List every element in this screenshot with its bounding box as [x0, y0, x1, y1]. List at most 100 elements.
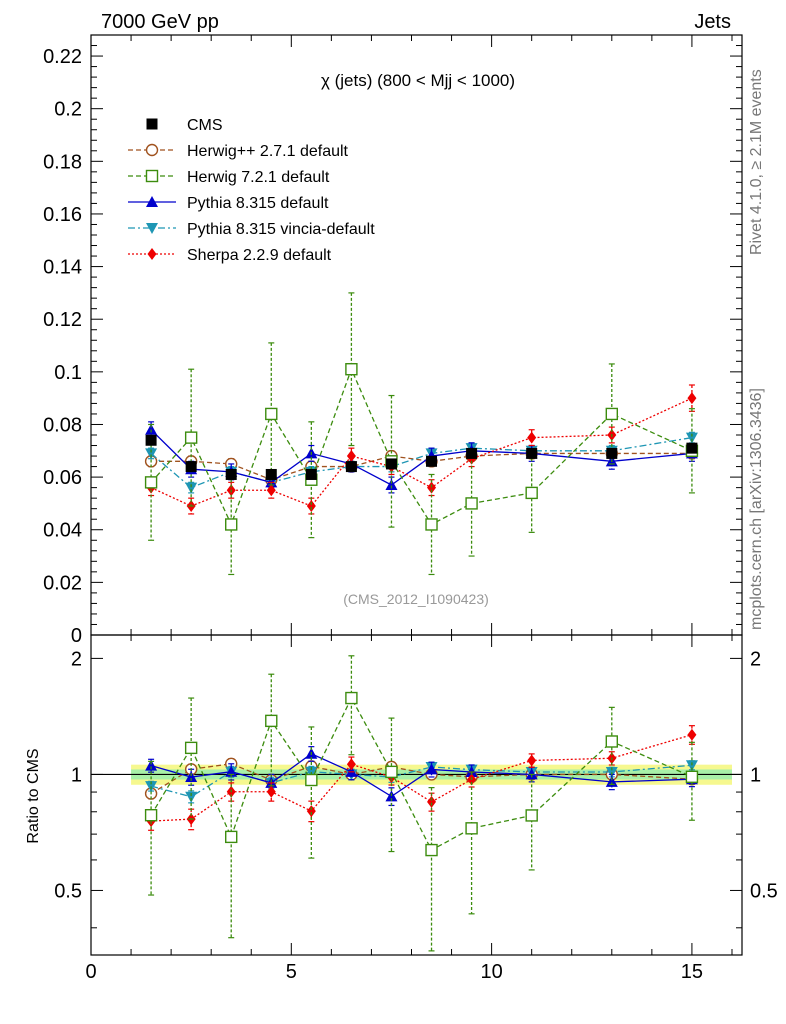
herwig7-ratio-point — [345, 691, 358, 705]
sherpa-point — [306, 500, 316, 513]
herwigpp-ratio-line — [150, 763, 692, 795]
vincia-point — [685, 432, 698, 444]
legend: CMS Herwig++ 2.7.1 default Herwig 7.2.1 de… — [128, 117, 375, 264]
ratio-ylabel: Ratio to CMS — [25, 748, 42, 843]
legend-label-sherpa: Sherpa 2.2.9 default — [187, 247, 332, 264]
vincia-point — [145, 448, 158, 460]
herwig7-ratio-point — [144, 808, 158, 822]
pythia-point — [385, 479, 398, 490]
herwig7-point — [225, 518, 238, 531]
y-tick-label: 0.04 — [43, 520, 82, 542]
herwig7-ratio-point — [425, 843, 438, 857]
x-tick-label: 10 — [480, 961, 502, 983]
sherpa-point — [266, 484, 276, 497]
y-tick-label: 0.08 — [43, 414, 82, 436]
legend-label-pythia: Pythia 8.315 default — [187, 195, 329, 212]
herwig7-ratio-point — [685, 770, 699, 783]
herwig7-ratio-point — [225, 830, 238, 844]
plot-title: χ (jets) (800 < Mjj < 1000) — [321, 71, 515, 90]
site-label: mcplots.cern.ch [arXiv:1306.3436] — [748, 388, 765, 630]
pythia-ratio-point — [145, 759, 158, 771]
cms-point — [606, 447, 618, 459]
herwig7-point — [184, 431, 198, 444]
ratio-frame — [90, 634, 743, 956]
header-right: Jets — [694, 11, 731, 33]
legend-marker-cms — [146, 118, 158, 130]
x-tick-label: 5 — [286, 961, 297, 983]
y-tick-label: 0.2 — [54, 99, 82, 121]
pythia-point — [145, 423, 158, 435]
pythia-ratio-point — [185, 771, 198, 783]
herwig7-line — [150, 367, 693, 527]
header-left: 7000 GeV pp — [101, 11, 219, 33]
cms-point — [466, 447, 478, 459]
y-tick-label: 0.1 — [54, 362, 82, 384]
ratio-series-group — [144, 655, 699, 952]
pythia-line — [150, 429, 692, 486]
ratio-y-tick-label: 0.5 — [54, 880, 82, 902]
herwig7-point — [345, 363, 358, 376]
vincia-ratio-line — [150, 764, 692, 798]
herwig7-ratio-point — [605, 735, 618, 748]
cms-point — [345, 461, 357, 473]
y-tick-label: 0.18 — [43, 151, 82, 173]
sherpa-ratio-line — [151, 734, 693, 822]
y-tick-label: 0.12 — [43, 309, 82, 331]
sherpa-ratio-point — [306, 805, 316, 818]
y-tick-label: 0.06 — [43, 467, 82, 489]
sherpa-point — [427, 481, 437, 494]
herwig7-point — [144, 476, 158, 489]
legend-label-herwig7: Herwig 7.2.1 default — [187, 169, 330, 186]
main-series-group — [144, 292, 699, 576]
legend-label-vincia: Pythia 8.315 vincia-default — [187, 221, 375, 238]
ratio-y-tick-label: 1 — [71, 764, 82, 786]
sherpa-point — [527, 431, 537, 444]
herwig7-point — [605, 407, 618, 421]
pythia-ratio-line — [150, 753, 692, 798]
vincia-line — [150, 436, 693, 489]
x-tick-label: 0 — [85, 961, 96, 983]
sherpa-ratio-point — [527, 754, 537, 767]
sherpa-point — [687, 392, 697, 405]
y-tick-label: 0 — [71, 625, 82, 647]
pythia-ratio-point — [425, 763, 438, 775]
cms-point — [686, 442, 698, 454]
herwig7-point — [265, 407, 278, 421]
cms-point — [526, 447, 538, 459]
cms-point — [145, 434, 157, 446]
cms-point — [265, 468, 277, 480]
herwig7-ratio-point — [305, 773, 318, 787]
herwig7-ratio-point — [465, 822, 478, 835]
legend-marker-herwigpp — [145, 143, 159, 157]
legend-label-cms: CMS — [187, 117, 223, 134]
y-tick-label: 0.16 — [43, 204, 82, 226]
herwig7-ratio-point — [525, 809, 538, 822]
y-tick-label: 0.02 — [43, 572, 82, 594]
rivet-label: Rivet 4.1.0, ≥ 2.1M events — [748, 69, 765, 255]
legend-marker-vincia — [146, 223, 158, 234]
herwig7-ratio-point — [265, 714, 278, 728]
herwig7-ratio-point — [184, 741, 198, 755]
vincia-point — [185, 482, 198, 494]
x-tick-label: 15 — [681, 961, 703, 983]
cms-point — [225, 468, 237, 480]
axes-group: 0 5 10 15 0 0.02 0.04 0.06 0.08 0.1 0.12 0.14 0.16 0.… — [43, 35, 778, 983]
herwig7-point — [525, 486, 538, 500]
ratio-y-tick-label-right: 1 — [750, 764, 761, 786]
herwigpp-line — [151, 452, 692, 481]
y-tick-label: 0.22 — [43, 46, 82, 68]
legend-label-herwigpp: Herwig++ 2.7.1 default — [187, 143, 349, 160]
legend-marker-herwig7 — [145, 169, 159, 183]
herwig7-point — [425, 518, 438, 531]
legend-marker-sherpa — [147, 248, 157, 260]
vincia-ratio-point — [185, 791, 198, 803]
y-tick-label: 0.14 — [43, 257, 82, 279]
cms-point — [305, 468, 317, 480]
sherpa-point — [346, 450, 356, 463]
ratio-y-tick-label: 2 — [71, 648, 82, 670]
sherpa-ratio-point — [346, 758, 356, 771]
legend-marker-pythia — [146, 196, 158, 207]
ratio-y-tick-label-right: 2 — [750, 648, 761, 670]
analysis-tag: (CMS_2012_I1090423) — [343, 591, 489, 607]
